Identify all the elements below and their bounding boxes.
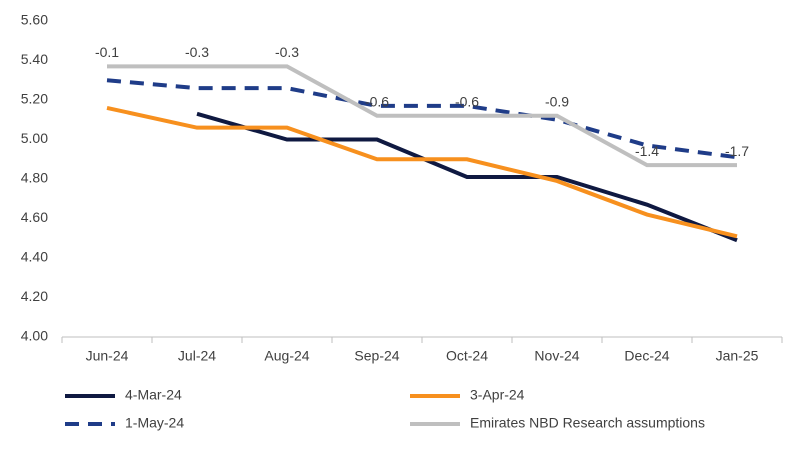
annotation: -0.6 (365, 94, 389, 110)
x-tick-label: Oct-24 (446, 348, 488, 364)
legend-label: 3-Apr-24 (470, 387, 525, 403)
y-tick-label: 4.20 (21, 288, 48, 304)
y-tick-label: 5.40 (21, 51, 48, 67)
x-tick-label: Aug-24 (264, 348, 309, 364)
x-tick-label: Sep-24 (354, 348, 399, 364)
annotation: -0.3 (275, 44, 299, 60)
annotation: -1.7 (725, 143, 749, 159)
annotation: -0.3 (185, 44, 209, 60)
y-tick-label: 5.60 (21, 12, 48, 28)
series-line (106, 78, 738, 160)
legend-label: 1-May-24 (125, 415, 184, 431)
x-tick-label: Jan-25 (716, 348, 759, 364)
x-tick-label: Dec-24 (624, 348, 669, 364)
y-tick-label: 5.00 (21, 130, 48, 146)
y-tick-label: 4.40 (21, 249, 48, 265)
series-line (196, 111, 738, 243)
legend-label: Emirates NBD Research assumptions (470, 415, 705, 431)
legend-label: 4-Mar-24 (125, 387, 182, 403)
y-tick-label: 4.60 (21, 209, 48, 225)
series-line (107, 64, 737, 168)
y-tick-label: 4.00 (21, 328, 48, 344)
y-tick-label: 5.20 (21, 91, 48, 107)
annotation: -0.1 (95, 44, 119, 60)
series-line (106, 105, 738, 239)
x-tick-label: Jun-24 (86, 348, 129, 364)
x-tick-label: Nov-24 (534, 348, 579, 364)
annotation: -0.6 (455, 94, 479, 110)
x-tick-label: Jul-24 (178, 348, 216, 364)
annotation: -0.9 (545, 94, 569, 110)
annotation: -1.4 (635, 143, 659, 159)
y-tick-label: 4.80 (21, 170, 48, 186)
